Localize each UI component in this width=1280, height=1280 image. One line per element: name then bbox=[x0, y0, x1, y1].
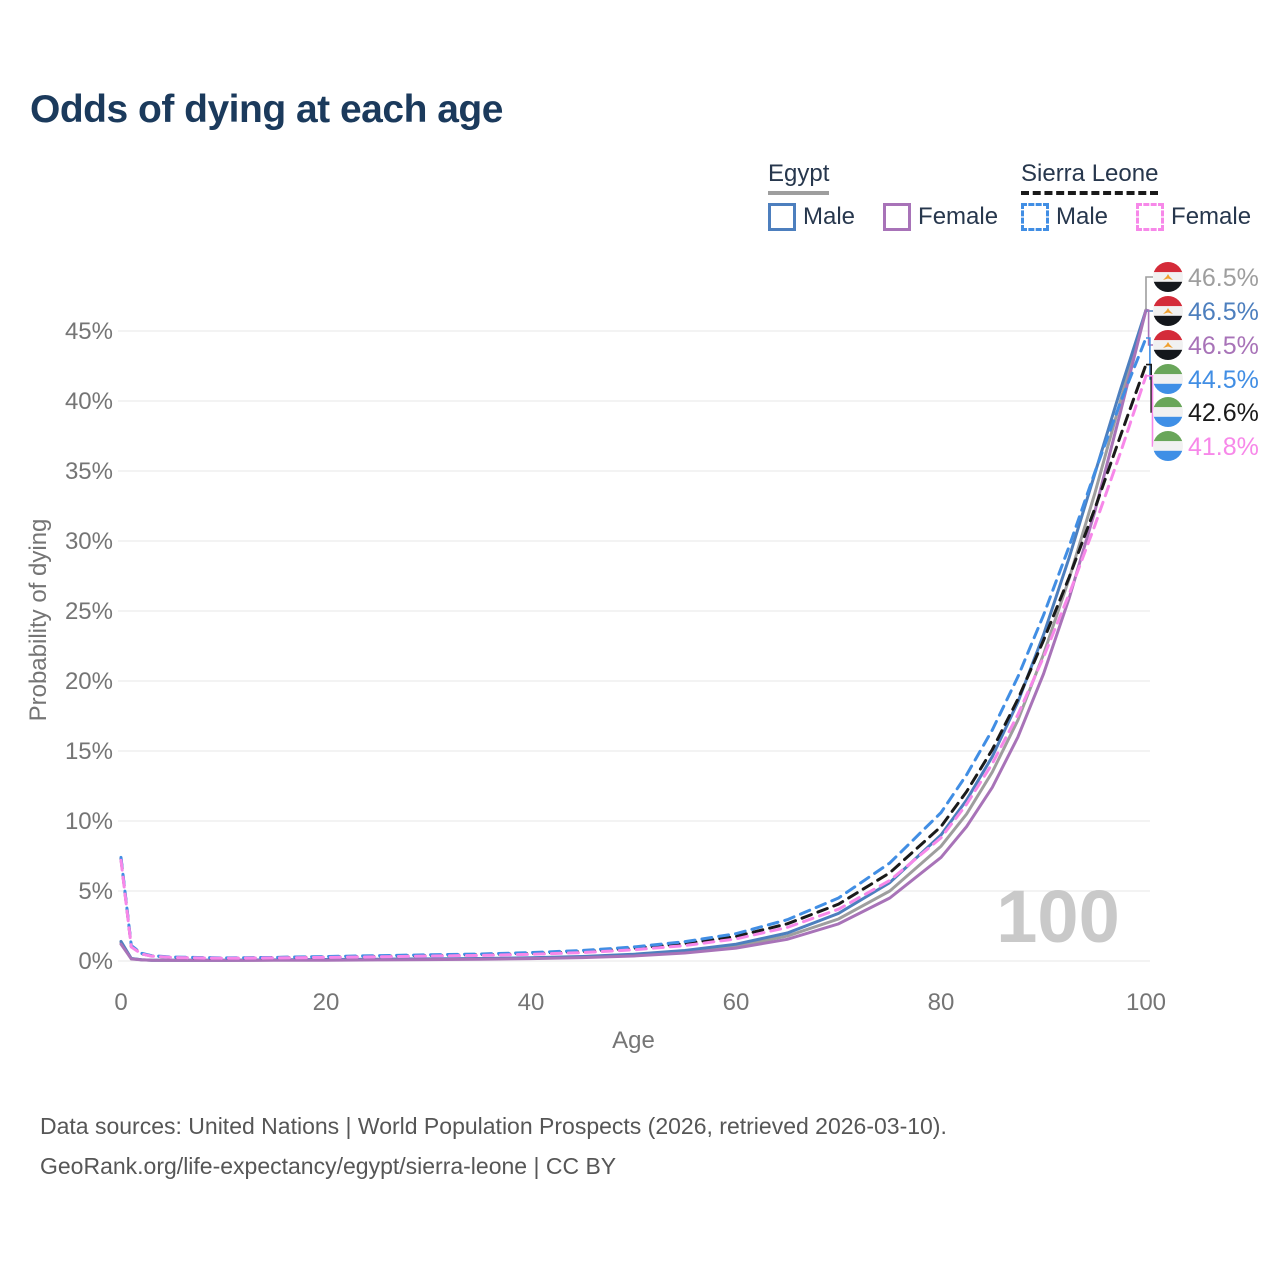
end-label-connector bbox=[1145, 276, 1153, 310]
legend-item-sierra-leone-male[interactable]: Male bbox=[1021, 203, 1108, 231]
y-tick-label: 10% bbox=[65, 808, 113, 835]
series-line-sierra-leone-male[interactable] bbox=[119, 336, 1148, 960]
y-tick-label: 25% bbox=[65, 598, 113, 625]
footer-attribution: GeoRank.org/life-expectancy/egypt/sierra… bbox=[40, 1153, 617, 1179]
series-line-sierra-leone-female[interactable] bbox=[119, 374, 1148, 960]
y-tick-label: 5% bbox=[78, 878, 113, 905]
y-tick-label: 20% bbox=[65, 668, 113, 695]
x-tick-label: 80 bbox=[928, 989, 955, 1016]
end-label-connector bbox=[1146, 375, 1154, 447]
x-tick-label: 100 bbox=[1126, 989, 1166, 1016]
chart-title: Odds of dying at each age bbox=[30, 88, 503, 131]
legend-egypt-male-label: Male bbox=[803, 203, 856, 230]
legend-item-sierra-leone-female[interactable]: Female bbox=[1136, 203, 1251, 231]
end-label-value: 46.5% bbox=[1188, 298, 1259, 326]
x-tick-label: 20 bbox=[313, 989, 340, 1016]
series-line-sierra-leone-both-sexes[interactable] bbox=[119, 363, 1148, 960]
egypt-flag-icon bbox=[1153, 262, 1183, 292]
x-tick-label: 60 bbox=[723, 989, 750, 1016]
y-tick-label: 15% bbox=[65, 738, 113, 765]
legend-group-egypt: Egypt Male Female bbox=[768, 160, 998, 231]
y-tick-label: 0% bbox=[78, 948, 113, 975]
legend-sierra-leone-header: Sierra Leone bbox=[1021, 160, 1159, 195]
chart-plot-area: 0% 5% 10% 15% 20% 25% 30% 35% 40% 45% 0 20 40 60 80 100… bbox=[25, 262, 1259, 1054]
legend-sierra-leone-male-label: Male bbox=[1056, 203, 1109, 230]
legend-group-sierra-leone: Sierra Leone Male Female bbox=[1021, 160, 1251, 231]
series-line-egypt-male[interactable] bbox=[119, 308, 1148, 962]
x-tick-label: 0 bbox=[114, 989, 127, 1016]
series-line-egypt-female[interactable] bbox=[119, 308, 1148, 962]
legend-egypt-female-label: Female bbox=[918, 203, 999, 230]
egypt-female-swatch-icon bbox=[883, 203, 912, 231]
age-watermark: 100 bbox=[996, 875, 1119, 958]
end-label-value: 42.6% bbox=[1188, 399, 1259, 427]
sierra-leone-flag-icon bbox=[1153, 431, 1183, 461]
egypt-male-swatch-icon bbox=[768, 203, 796, 231]
y-tick-label: 35% bbox=[65, 458, 113, 485]
end-label-value: 46.5% bbox=[1188, 332, 1259, 360]
y-tick-label: 30% bbox=[65, 528, 113, 555]
y-axis-title: Probability of dying bbox=[25, 519, 52, 722]
sierra-leone-female-swatch-icon bbox=[1136, 203, 1165, 231]
legend-item-egypt-male[interactable]: Male bbox=[768, 203, 855, 231]
egypt-flag-icon bbox=[1153, 330, 1183, 360]
end-label-value: 46.5% bbox=[1188, 264, 1259, 292]
end-label-value: 44.5% bbox=[1188, 366, 1259, 394]
sierra-leone-flag-icon bbox=[1153, 364, 1183, 394]
sierra-leone-male-swatch-icon bbox=[1021, 203, 1049, 231]
sierra-leone-flag-icon bbox=[1153, 397, 1183, 427]
x-tick-label: 40 bbox=[518, 989, 545, 1016]
y-tick-label: 45% bbox=[65, 318, 113, 345]
footer-data-sources: Data sources: United Nations | World Pop… bbox=[40, 1113, 947, 1139]
x-axis-title: Age bbox=[612, 1027, 655, 1054]
series-line-egypt-both-sexes[interactable] bbox=[119, 308, 1148, 962]
y-tick-label: 40% bbox=[65, 388, 113, 415]
legend-sierra-leone-female-label: Female bbox=[1171, 203, 1252, 230]
end-label-value: 41.8% bbox=[1188, 433, 1259, 461]
end-label-connector bbox=[1146, 309, 1153, 346]
legend-egypt-header: Egypt bbox=[768, 160, 830, 195]
chart-footer: Data sources: United Nations | World Pop… bbox=[40, 1106, 947, 1186]
egypt-flag-icon bbox=[1153, 296, 1183, 326]
legend-item-egypt-female[interactable]: Female bbox=[883, 203, 998, 231]
